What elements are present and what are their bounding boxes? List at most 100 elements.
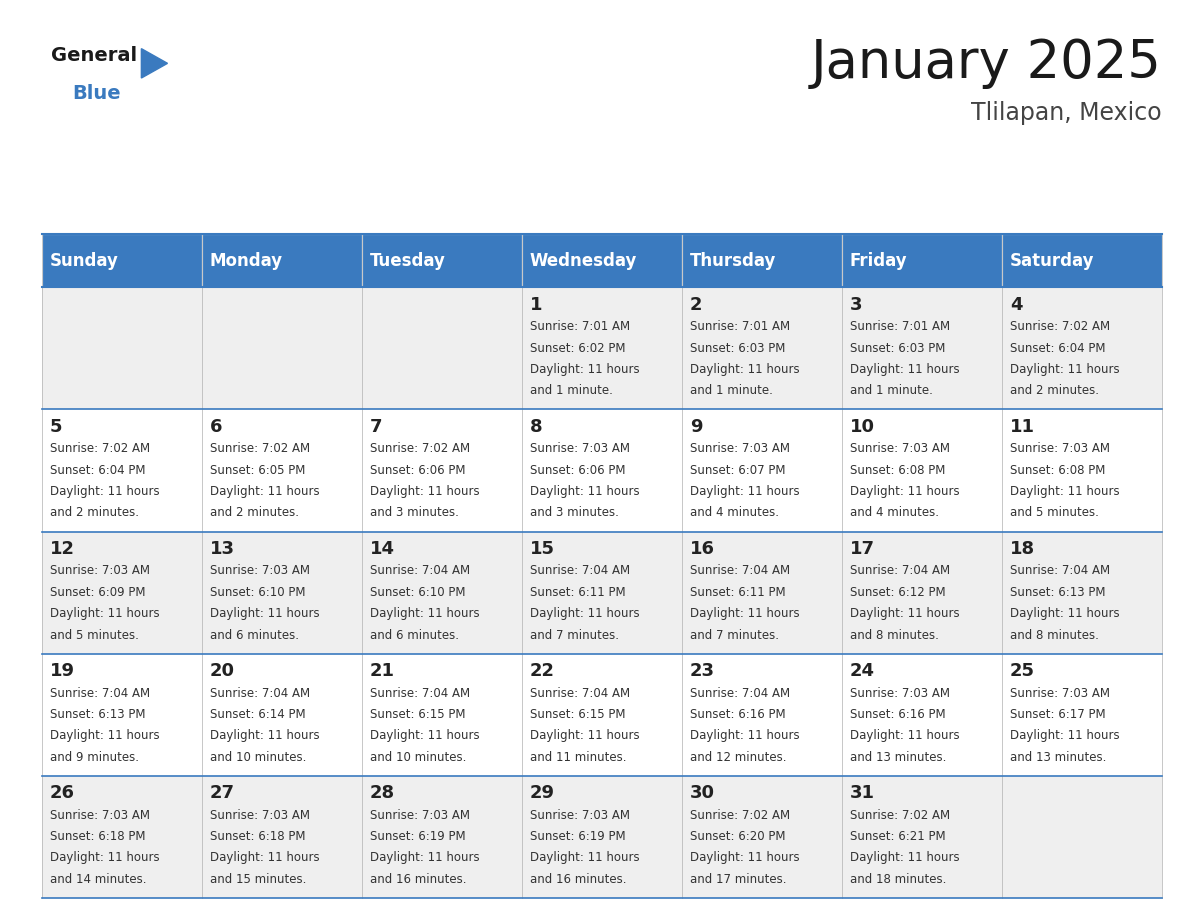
Text: Sunrise: 7:03 AM: Sunrise: 7:03 AM — [1010, 687, 1110, 700]
Text: Sunset: 6:16 PM: Sunset: 6:16 PM — [690, 708, 785, 721]
Text: Sunday: Sunday — [50, 252, 119, 270]
Text: Sunrise: 7:02 AM: Sunrise: 7:02 AM — [50, 442, 150, 455]
Text: Daylight: 11 hours: Daylight: 11 hours — [369, 729, 479, 743]
Text: Sunset: 6:04 PM: Sunset: 6:04 PM — [1010, 341, 1105, 354]
Text: 23: 23 — [690, 662, 715, 680]
Text: 2: 2 — [690, 296, 702, 314]
Text: and 5 minutes.: and 5 minutes. — [1010, 507, 1099, 520]
Text: Sunrise: 7:04 AM: Sunrise: 7:04 AM — [530, 565, 630, 577]
Text: and 14 minutes.: and 14 minutes. — [50, 873, 146, 886]
Text: Daylight: 11 hours: Daylight: 11 hours — [209, 485, 320, 498]
Text: 28: 28 — [369, 784, 394, 802]
Text: Sunrise: 7:04 AM: Sunrise: 7:04 AM — [209, 687, 310, 700]
Text: 19: 19 — [50, 662, 75, 680]
Bar — [522, 287, 682, 409]
Text: Sunset: 6:13 PM: Sunset: 6:13 PM — [50, 708, 145, 721]
Text: Monday: Monday — [209, 252, 283, 270]
Text: Sunset: 6:03 PM: Sunset: 6:03 PM — [849, 341, 946, 354]
Text: 30: 30 — [690, 784, 715, 802]
Bar — [42, 776, 202, 898]
Text: and 16 minutes.: and 16 minutes. — [369, 873, 466, 886]
Text: Daylight: 11 hours: Daylight: 11 hours — [530, 607, 639, 621]
Text: 8: 8 — [530, 418, 543, 436]
Text: Sunset: 6:19 PM: Sunset: 6:19 PM — [369, 830, 466, 843]
Text: and 6 minutes.: and 6 minutes. — [209, 629, 298, 642]
Bar — [202, 287, 361, 409]
Text: and 13 minutes.: and 13 minutes. — [1010, 751, 1106, 764]
Bar — [522, 776, 682, 898]
Text: Daylight: 11 hours: Daylight: 11 hours — [849, 485, 960, 498]
Text: Sunrise: 7:02 AM: Sunrise: 7:02 AM — [369, 442, 469, 455]
Text: Daylight: 11 hours: Daylight: 11 hours — [849, 363, 960, 376]
Bar — [202, 654, 361, 776]
Bar — [842, 409, 1001, 532]
Bar — [1001, 776, 1162, 898]
Text: Sunrise: 7:04 AM: Sunrise: 7:04 AM — [369, 565, 469, 577]
Text: Daylight: 11 hours: Daylight: 11 hours — [690, 607, 800, 621]
Text: Sunset: 6:08 PM: Sunset: 6:08 PM — [849, 464, 946, 476]
Text: General: General — [51, 46, 137, 65]
Bar — [682, 287, 842, 409]
Text: Sunset: 6:10 PM: Sunset: 6:10 PM — [209, 586, 305, 599]
Bar — [202, 776, 361, 898]
Text: 1: 1 — [530, 296, 542, 314]
Bar — [42, 654, 202, 776]
Text: Daylight: 11 hours: Daylight: 11 hours — [1010, 729, 1119, 743]
Text: and 5 minutes.: and 5 minutes. — [50, 629, 139, 642]
Text: Daylight: 11 hours: Daylight: 11 hours — [849, 607, 960, 621]
Text: 4: 4 — [1010, 296, 1023, 314]
Bar — [361, 654, 522, 776]
Text: Sunrise: 7:04 AM: Sunrise: 7:04 AM — [530, 687, 630, 700]
Text: and 3 minutes.: and 3 minutes. — [369, 507, 459, 520]
Bar — [202, 409, 361, 532]
Bar — [842, 234, 1001, 287]
Text: 13: 13 — [209, 540, 234, 558]
Text: and 11 minutes.: and 11 minutes. — [530, 751, 626, 764]
Text: Sunrise: 7:01 AM: Sunrise: 7:01 AM — [849, 320, 950, 333]
Text: and 18 minutes.: and 18 minutes. — [849, 873, 946, 886]
Text: Sunset: 6:09 PM: Sunset: 6:09 PM — [50, 586, 145, 599]
Text: and 1 minute.: and 1 minute. — [530, 385, 613, 397]
Bar — [42, 532, 202, 654]
Text: 11: 11 — [1010, 418, 1035, 436]
Text: Sunrise: 7:02 AM: Sunrise: 7:02 AM — [209, 442, 310, 455]
Text: Daylight: 11 hours: Daylight: 11 hours — [1010, 607, 1119, 621]
Text: and 1 minute.: and 1 minute. — [849, 385, 933, 397]
Text: Sunrise: 7:03 AM: Sunrise: 7:03 AM — [1010, 442, 1110, 455]
Text: and 7 minutes.: and 7 minutes. — [690, 629, 779, 642]
Text: 12: 12 — [50, 540, 75, 558]
Text: and 4 minutes.: and 4 minutes. — [849, 507, 939, 520]
Text: Daylight: 11 hours: Daylight: 11 hours — [530, 729, 639, 743]
Text: Sunset: 6:15 PM: Sunset: 6:15 PM — [530, 708, 625, 721]
Text: and 15 minutes.: and 15 minutes. — [209, 873, 307, 886]
Text: Sunrise: 7:03 AM: Sunrise: 7:03 AM — [209, 809, 310, 822]
Text: Sunrise: 7:02 AM: Sunrise: 7:02 AM — [690, 809, 790, 822]
Text: 7: 7 — [369, 418, 383, 436]
Text: Sunrise: 7:03 AM: Sunrise: 7:03 AM — [530, 442, 630, 455]
Bar — [42, 409, 202, 532]
Text: Sunset: 6:14 PM: Sunset: 6:14 PM — [209, 708, 305, 721]
Text: Friday: Friday — [849, 252, 908, 270]
Text: Daylight: 11 hours: Daylight: 11 hours — [530, 485, 639, 498]
Text: Daylight: 11 hours: Daylight: 11 hours — [209, 607, 320, 621]
Text: Daylight: 11 hours: Daylight: 11 hours — [369, 851, 479, 865]
Text: and 2 minutes.: and 2 minutes. — [209, 507, 298, 520]
Text: 25: 25 — [1010, 662, 1035, 680]
Text: and 8 minutes.: and 8 minutes. — [849, 629, 939, 642]
Text: Daylight: 11 hours: Daylight: 11 hours — [1010, 363, 1119, 376]
Bar — [1001, 532, 1162, 654]
Text: Sunset: 6:10 PM: Sunset: 6:10 PM — [369, 586, 466, 599]
Text: Thursday: Thursday — [690, 252, 776, 270]
Bar — [202, 234, 361, 287]
Bar — [361, 532, 522, 654]
Text: Daylight: 11 hours: Daylight: 11 hours — [849, 729, 960, 743]
Bar — [682, 776, 842, 898]
Text: Daylight: 11 hours: Daylight: 11 hours — [690, 851, 800, 865]
Bar — [842, 287, 1001, 409]
Text: Saturday: Saturday — [1010, 252, 1094, 270]
Text: Sunrise: 7:03 AM: Sunrise: 7:03 AM — [849, 442, 949, 455]
Text: 3: 3 — [849, 296, 862, 314]
Text: 22: 22 — [530, 662, 555, 680]
Text: Sunrise: 7:04 AM: Sunrise: 7:04 AM — [50, 687, 150, 700]
Text: Daylight: 11 hours: Daylight: 11 hours — [849, 851, 960, 865]
